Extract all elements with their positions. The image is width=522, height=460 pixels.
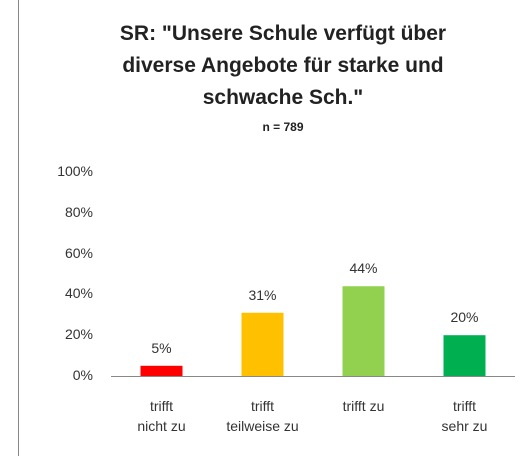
data-label: 20% (450, 309, 479, 326)
bar (241, 312, 284, 376)
y-tick-label: 0% (72, 367, 93, 383)
bar (342, 286, 385, 376)
x-tick-label: trifft nicht zu (137, 398, 186, 434)
y-tick-label: 80% (64, 203, 93, 220)
y-tick-label: 20% (64, 326, 93, 343)
chart-subtitle: n = 789 (262, 120, 304, 134)
data-label: 44% (349, 260, 378, 277)
x-tick-label: trifft teilweise zu (226, 398, 299, 434)
y-tick-label: 60% (64, 244, 93, 261)
bar (443, 335, 486, 376)
data-label: 5% (151, 339, 172, 356)
y-tick-label: 100% (57, 163, 93, 179)
y-tick-label: 40% (64, 285, 93, 302)
x-tick-label: trifft sehr zu (441, 398, 488, 434)
bar (140, 365, 183, 376)
x-tick-label: trifft zu (342, 398, 385, 414)
data-label: 31% (248, 286, 277, 303)
chart-title: SR: "Unsere Schule verfügt über diverse … (119, 22, 447, 109)
